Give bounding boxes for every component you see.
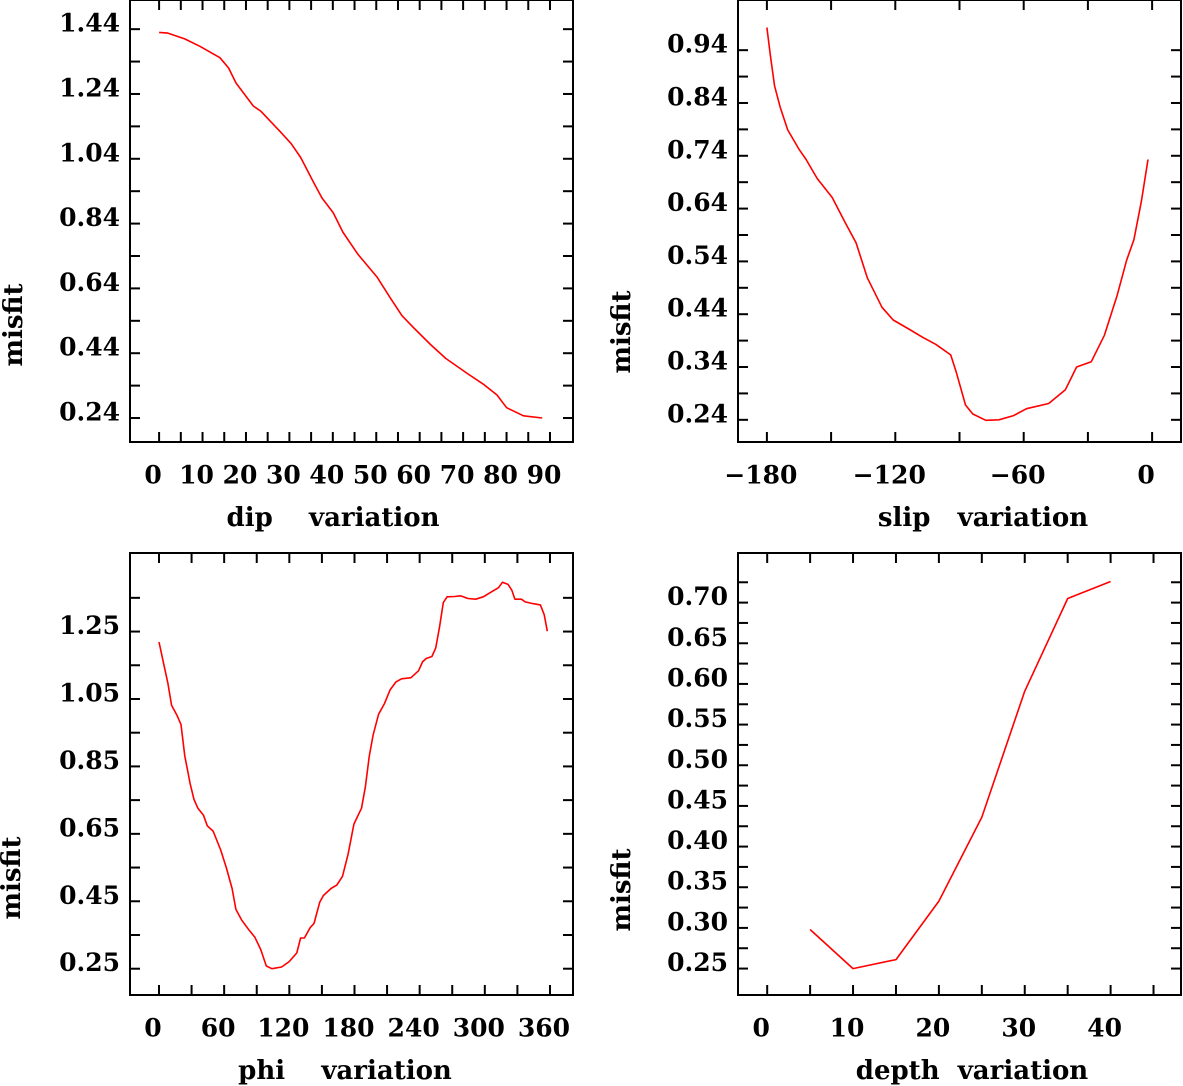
phi-x-tick-label: 360 <box>518 1014 570 1043</box>
depth-y-tick-label: 0.45 <box>667 785 728 814</box>
depth-y-tick-label: 0.25 <box>667 948 728 977</box>
depth-y-tick-label: 0.35 <box>667 867 728 896</box>
slip-y-axis-label: misfit <box>607 291 637 374</box>
dip-x-tick-label: 80 <box>483 461 518 490</box>
dip-y-tick-label: 1.44 <box>59 9 120 38</box>
dip-x-tick-label: 50 <box>353 461 388 490</box>
dip-y-tick-label: 0.84 <box>59 203 120 232</box>
dip-x-tick-label: 20 <box>223 461 258 490</box>
depth-x-axis-label: depth variation <box>856 1056 1089 1086</box>
phi-x-tick-label: 180 <box>322 1014 374 1043</box>
dip-x-tick-label: 30 <box>266 461 301 490</box>
depth-x-tick-label: 30 <box>1001 1014 1036 1043</box>
phi-misfit-line <box>158 581 549 970</box>
slip-x-tick-label: −180 <box>724 461 797 490</box>
slip-y-tick-label: 0.94 <box>667 30 728 59</box>
phi-y-tick-label: 0.25 <box>59 948 120 977</box>
phi-x-tick-label: 60 <box>201 1014 236 1043</box>
slip-y-tick-label: 0.24 <box>667 399 728 428</box>
phi-y-tick-label: 1.25 <box>59 611 120 640</box>
dip-y-axis-label: misfit <box>0 284 29 367</box>
slip-misfit-line <box>766 27 1149 422</box>
depth-y-axis-label: misfit <box>607 849 637 932</box>
phi-y-tick-label: 0.45 <box>59 881 120 910</box>
slip-y-tick-label: 0.34 <box>667 347 728 376</box>
dip-x-axis-label: dip variation <box>227 503 440 533</box>
slip-y-tick-label: 0.64 <box>667 188 728 217</box>
slip-x-tick-label: 0 <box>1137 461 1154 490</box>
depth-plot-frame <box>737 552 1182 996</box>
depth-y-tick-label: 0.50 <box>667 745 728 774</box>
dip-x-tick-label: 40 <box>309 461 344 490</box>
dip-y-tick-label: 1.24 <box>59 73 120 102</box>
phi-x-axis-label: phi variation <box>238 1056 452 1086</box>
slip-y-tick-label: 0.44 <box>667 294 728 323</box>
depth-y-tick-label: 0.65 <box>667 623 728 652</box>
dip-y-tick-label: 1.04 <box>59 138 120 167</box>
depth-y-tick-label: 0.60 <box>667 663 728 692</box>
depth-x-tick-label: 10 <box>830 1014 865 1043</box>
phi-y-tick-label: 1.05 <box>59 678 120 707</box>
depth-y-tick-label: 0.30 <box>667 907 728 936</box>
dip-y-tick-label: 0.64 <box>59 268 120 297</box>
dip-misfit-line <box>159 31 543 419</box>
phi-y-tick-label: 0.65 <box>59 813 120 842</box>
slip-x-tick-label: −60 <box>990 461 1046 490</box>
depth-x-tick-label: 0 <box>752 1014 769 1043</box>
dip-x-tick-label: 60 <box>396 461 431 490</box>
depth-x-tick-label: 40 <box>1087 1014 1122 1043</box>
slip-y-tick-label: 0.74 <box>667 135 728 164</box>
phi-x-tick-label: 120 <box>257 1014 309 1043</box>
dip-y-tick-label: 0.44 <box>59 333 120 362</box>
depth-panel: 0 10 20 30 40 0.25 0.30 0.35 0.40 0.45 0.50 0.55 0.6… <box>607 552 1182 1086</box>
phi-x-tick-label: 240 <box>388 1014 440 1043</box>
slip-x-axis-label: slip variation <box>878 503 1088 533</box>
slip-plot-frame <box>737 0 1182 443</box>
dip-x-tick-label: 10 <box>179 461 214 490</box>
phi-x-tick-label: 0 <box>144 1014 161 1043</box>
slip-x-tick-label: −120 <box>853 461 926 490</box>
dip-x-tick-label: 70 <box>440 461 475 490</box>
slip-y-tick-label: 0.84 <box>667 82 728 111</box>
dip-plot-frame <box>129 0 574 443</box>
depth-y-tick-label: 0.55 <box>667 704 728 733</box>
depth-x-tick-label: 20 <box>915 1014 950 1043</box>
depth-y-tick-label: 0.70 <box>667 582 728 611</box>
slip-y-tick-label: 0.54 <box>667 241 728 270</box>
phi-y-axis-label: misfit <box>0 837 27 920</box>
phi-x-tick-label: 300 <box>453 1014 505 1043</box>
phi-plot-frame <box>129 552 574 996</box>
phi-y-tick-label: 0.85 <box>59 746 120 775</box>
slip-panel: −180 −120 −60 0 0.24 0.34 0.44 0.54 0.64 0.74 0.84… <box>607 0 1182 533</box>
dip-panel: 0 10 20 30 40 50 60 70 80 90 0.24 0.44 0.64 0.84 1.04 1… <box>0 0 574 533</box>
dip-x-tick-label: 90 <box>527 461 562 490</box>
depth-misfit-line <box>809 580 1111 970</box>
phi-panel: 0 60 120 180 240 300 360 0.25 0.45 0.65 0.85 1.05 1.… <box>0 552 574 1086</box>
dip-y-tick-label: 0.24 <box>59 398 120 427</box>
depth-y-tick-label: 0.40 <box>667 826 728 855</box>
dip-x-tick-label: 0 <box>144 461 161 490</box>
